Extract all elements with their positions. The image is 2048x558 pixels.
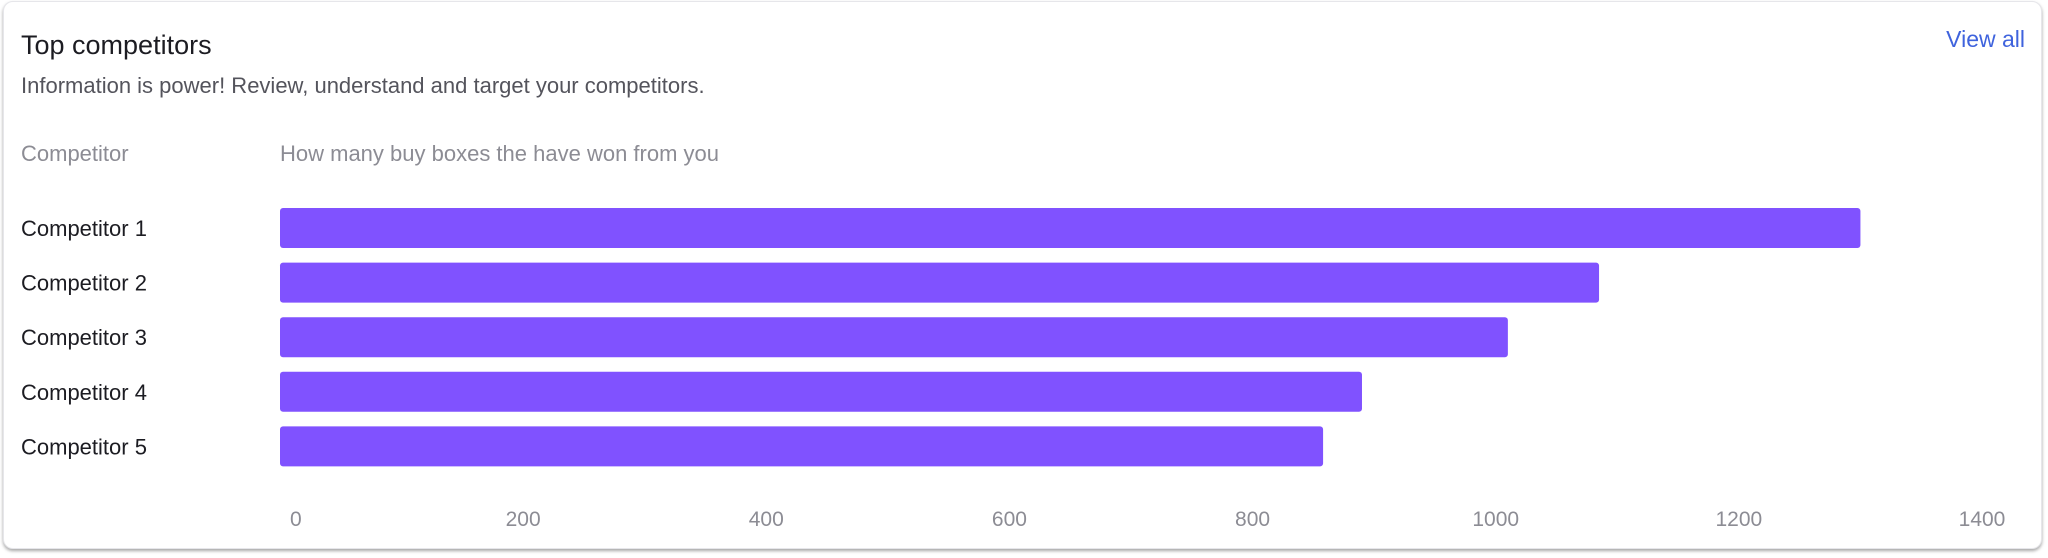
bar-competitor-4	[280, 371, 1362, 412]
x-tick-label-1200: 1200	[1715, 508, 1762, 531]
bar-competitor-5	[280, 426, 1324, 467]
top-competitors-card: Top competitors Information is power! Re…	[3, 1, 2042, 549]
x-tick-label-1400: 1400	[1959, 508, 2006, 531]
metric-column-header: How many buy boxes the have won from you	[280, 141, 720, 166]
x-tick-label-0: 0	[290, 508, 302, 531]
competitor-column-header: Competitor	[21, 141, 129, 166]
x-tick-label-600: 600	[992, 508, 1027, 531]
x-tick-label-1000: 1000	[1472, 508, 1519, 531]
card-subtitle: Information is power! Review, understand…	[21, 73, 705, 98]
bar-competitor-2	[280, 262, 1600, 303]
card-title: Top competitors	[21, 30, 212, 60]
category-label-competitor-3: Competitor 3	[21, 325, 147, 350]
x-tick-label-200: 200	[506, 508, 541, 531]
category-label-competitor-5: Competitor 5	[21, 434, 147, 459]
x-tick-label-400: 400	[749, 508, 784, 531]
bar-competitor-3	[280, 317, 1508, 358]
bar-competitor-1	[280, 208, 1861, 248]
competitors-bar-chart: Competitor 1 Competitor 2 Competitor 3 Comp…	[21, 208, 2006, 531]
view-all-link[interactable]: View all	[1946, 26, 2025, 52]
category-label-competitor-1: Competitor 1	[21, 216, 147, 241]
category-label-competitor-4: Competitor 4	[21, 380, 147, 405]
x-tick-label-800: 800	[1235, 508, 1270, 531]
category-label-competitor-2: Competitor 2	[21, 271, 147, 296]
